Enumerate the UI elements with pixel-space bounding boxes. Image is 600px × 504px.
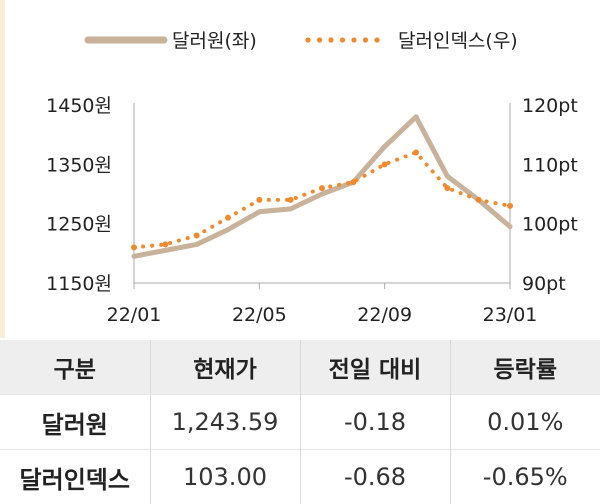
data-point-dollar-won: [444, 173, 450, 179]
legend-label-dollar-won: 달러원(좌): [172, 30, 257, 52]
data-point-dollar-index: [319, 185, 325, 192]
legend-dot: [374, 37, 380, 43]
right-tick-label: 100pt: [522, 214, 578, 236]
data-point-dollar-won: [225, 227, 231, 233]
left-axis: 1450원 1350원 1250원 1150원: [46, 95, 135, 295]
legend-swatch-dollar-index: [305, 37, 380, 43]
legend-dot: [328, 37, 334, 43]
legend-label-dollar-index: 달러인덱스(우): [398, 30, 518, 52]
data-point-dollar-won: [162, 247, 168, 253]
row-label: 달러인덱스: [0, 449, 150, 504]
row-change: -0.18: [299, 394, 450, 450]
right-tick-label: 120pt: [522, 95, 578, 117]
data-point-dollar-won: [319, 191, 325, 197]
legend-dot: [316, 37, 323, 43]
header-rate: 등락률: [449, 340, 600, 395]
legend-dot: [362, 37, 369, 43]
series-dollar-index: [131, 149, 513, 251]
data-point-dollar-index: [256, 196, 263, 203]
row-change: -0.68: [299, 449, 450, 504]
data-point-dollar-index: [507, 202, 513, 209]
table-row: 달러인덱스 103.00 -0.68 -0.65%: [0, 449, 600, 504]
row-rate: 0.01%: [449, 394, 600, 450]
row-price: 1,243.59: [149, 394, 300, 450]
header-category: 구분: [0, 340, 150, 395]
table-header-row: 구분 현재가 전일 대비 등락률: [0, 340, 600, 395]
left-tick-label: 1150원: [46, 273, 112, 295]
row-price: 103.00: [149, 449, 300, 504]
legend: 달러원(좌) 달러인덱스(우): [84, 30, 518, 52]
data-point-dollar-won: [507, 224, 513, 230]
data-point-dollar-index: [287, 196, 294, 203]
x-axis: 22/01 22/05 22/09 23/01: [107, 282, 538, 326]
header-price: 현재가: [149, 340, 300, 395]
data-point-dollar-index: [475, 196, 482, 203]
row-rate: -0.65%: [449, 449, 600, 504]
legend-dot: [339, 37, 346, 43]
x-tick-label: 23/01: [483, 304, 538, 326]
data-point-dollar-index: [444, 185, 451, 192]
right-tick-label: 110pt: [522, 154, 578, 176]
right-tick-label: 90pt: [522, 273, 566, 295]
data-point-dollar-won: [131, 253, 137, 259]
data-point-dollar-won: [382, 144, 388, 150]
x-tick-label: 22/09: [357, 304, 412, 326]
data-point-dollar-index: [193, 232, 200, 239]
data-point-dollar-won: [194, 241, 200, 247]
x-tick-label: 22/05: [232, 304, 287, 326]
data-point-dollar-index: [350, 179, 357, 186]
left-tick-label: 1450원: [46, 95, 112, 117]
data-point-dollar-index: [131, 244, 137, 251]
data-point-dollar-won: [413, 114, 419, 120]
header-change: 전일 대비: [299, 340, 450, 395]
series-dollar-won: [131, 114, 513, 259]
right-axis: 120pt 110pt 100pt 90pt: [509, 95, 578, 295]
x-tick-label: 22/01: [107, 304, 162, 326]
left-tick-label: 1250원: [46, 214, 112, 236]
accent-bar: [0, 0, 5, 338]
data-point-dollar-index: [413, 149, 419, 156]
data-point-dollar-index: [225, 214, 231, 221]
row-label: 달러원: [0, 394, 150, 450]
chart-svg: 달러원(좌) 달러인덱스(우) 1450원 1350원 1250원 1150원 120…: [46, 30, 578, 326]
legend-dot: [305, 37, 311, 43]
left-tick-label: 1350원: [46, 154, 112, 176]
chart: 달러원(좌) 달러인덱스(우) 1450원 1350원 1250원 1150원 120…: [46, 30, 578, 326]
data-point-dollar-index: [162, 241, 169, 248]
data-point-dollar-won: [256, 209, 262, 215]
table-row: 달러원 1,243.59 -0.18 0.01%: [0, 394, 600, 450]
summary-table: 구분 현재가 전일 대비 등락률 달러원 1,243.59 -0.18 0.01…: [0, 340, 600, 504]
data-point-dollar-index: [381, 161, 388, 168]
series-line-dollar-index: [132, 150, 512, 250]
legend-dot: [351, 37, 357, 43]
data-point-dollar-won: [288, 206, 294, 212]
